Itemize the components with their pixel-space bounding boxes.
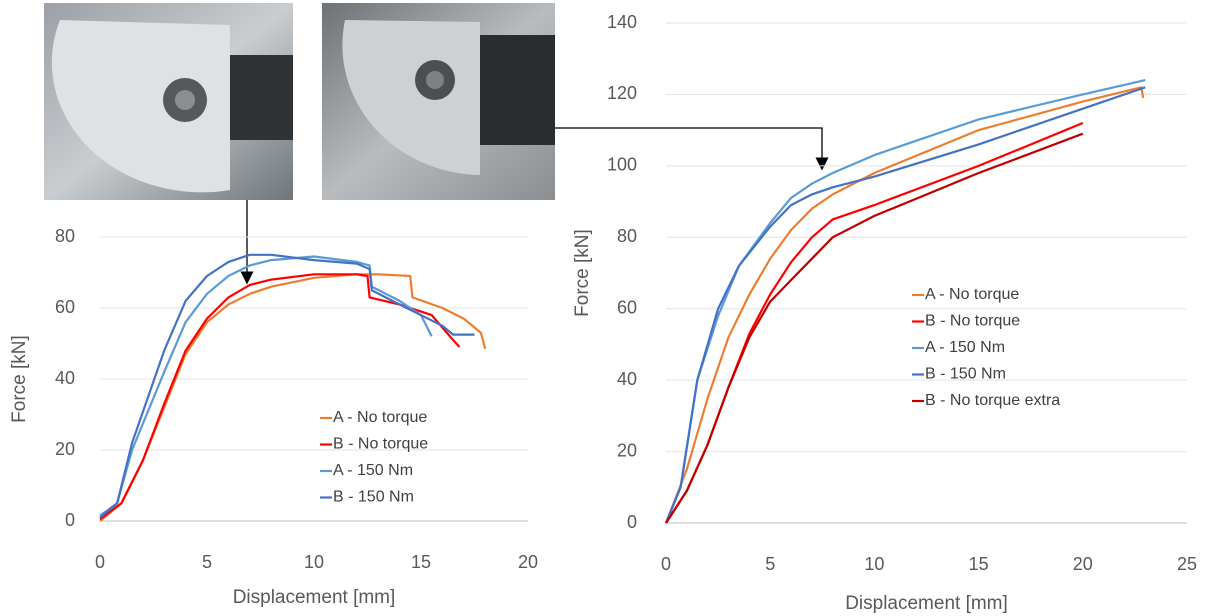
y-axis-label: Force [kN] xyxy=(572,229,593,317)
y-tick-label: 20 xyxy=(55,439,75,459)
y-tick-label: 40 xyxy=(55,368,75,388)
y-tick-label: 0 xyxy=(627,512,637,532)
x-tick-label: 15 xyxy=(969,554,989,574)
y-tick-label: 20 xyxy=(617,440,637,460)
photo-right xyxy=(322,3,555,200)
x-tick-label: 5 xyxy=(202,552,212,572)
x-axis-label: Displacement [mm] xyxy=(845,593,1008,614)
legend-label: A - No torque xyxy=(925,286,1019,303)
y-tick-label: 140 xyxy=(607,12,637,32)
x-tick-label: 25 xyxy=(1177,554,1197,574)
line-series xyxy=(664,79,1146,524)
x-tick-label: 20 xyxy=(1073,554,1093,574)
legend-label: B - No torque xyxy=(925,313,1020,330)
line-series xyxy=(665,121,1084,524)
line-series xyxy=(99,273,487,522)
line-series xyxy=(99,255,433,517)
arrow xyxy=(555,127,829,171)
y-tick-label: 60 xyxy=(617,297,637,317)
y-tick-label: 40 xyxy=(617,369,637,389)
legend-label: B - No torque xyxy=(333,436,428,453)
x-axis-label: Displacement [mm] xyxy=(233,587,396,608)
line-series xyxy=(665,132,1084,524)
line-series xyxy=(664,86,1145,524)
line-series xyxy=(99,253,475,519)
y-tick-label: 80 xyxy=(55,226,75,246)
photo-left xyxy=(44,3,293,200)
x-tick-label: 15 xyxy=(411,552,431,572)
legend-label: A - 150 Nm xyxy=(925,339,1005,356)
x-tick-label: 0 xyxy=(95,552,105,572)
y-tick-label: 100 xyxy=(607,155,637,175)
legend-label: B - No torque extra xyxy=(925,392,1060,409)
x-tick-label: 0 xyxy=(661,554,671,574)
x-tick-label: 10 xyxy=(864,554,884,574)
legend-label: A - 150 Nm xyxy=(333,462,413,479)
legend-label: A - No torque xyxy=(333,409,427,426)
x-tick-label: 10 xyxy=(304,552,324,572)
legend-label: B - 150 Nm xyxy=(925,366,1006,383)
y-tick-label: 60 xyxy=(55,297,75,317)
x-tick-label: 20 xyxy=(518,552,538,572)
y-axis-label: Force [kN] xyxy=(9,335,30,423)
line-series xyxy=(664,86,1146,524)
x-tick-label: 5 xyxy=(765,554,775,574)
legend-label: B - 150 Nm xyxy=(333,489,414,506)
y-tick-label: 80 xyxy=(617,226,637,246)
y-tick-label: 0 xyxy=(65,510,75,530)
y-tick-label: 120 xyxy=(607,83,637,103)
